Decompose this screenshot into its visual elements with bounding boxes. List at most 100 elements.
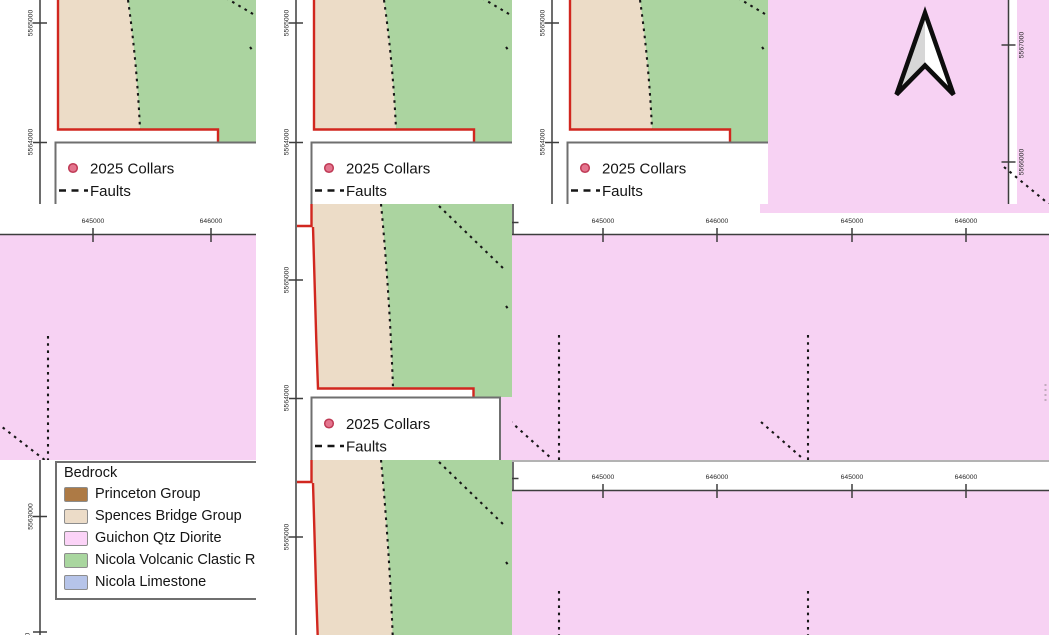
axis-tick-label: 645000 bbox=[82, 218, 105, 225]
geology-map: 5567000 5566000 bbox=[768, 0, 1049, 204]
fault-line bbox=[227, 0, 256, 18]
property-boundary bbox=[56, 0, 220, 142]
spences-bridge-swatch bbox=[64, 508, 88, 524]
map-tile-c: 5565000 5564000 2025 Collars Faults bbox=[256, 204, 512, 460]
guichon-region bbox=[768, 0, 1049, 204]
nicola-volcanic-region bbox=[128, 0, 256, 142]
axis-tick-label: 646000 bbox=[955, 218, 978, 225]
legend-item: Spences Bridge Group bbox=[64, 507, 242, 525]
map-tile-bedrock-legend: 5563000 5562000 Bedrock Princeton Group … bbox=[0, 460, 256, 635]
spences-bridge-region bbox=[311, 204, 393, 388]
map-tile-a1: 5565000 5564000 2025 Collars Faults bbox=[0, 0, 256, 204]
fault-line bbox=[438, 461, 505, 526]
collars-legend-label: 2025 Collars bbox=[346, 416, 430, 433]
legend-item-label: Guichon Qtz Diorite bbox=[95, 530, 222, 546]
fault-line bbox=[505, 561, 510, 567]
nicola-volcanic-region bbox=[384, 0, 512, 142]
collars-legend-label: 2025 Collars bbox=[90, 161, 174, 178]
axis-tick-label: 646000 bbox=[706, 218, 729, 225]
axis-tick-label: 5567000 bbox=[1019, 32, 1026, 59]
map-tile-a2: 5565000 5564000 2025 Collars Faults bbox=[256, 0, 512, 204]
legend-item: Nicola Volcanic Clastic Ro bbox=[64, 551, 256, 569]
axis-tick-label: 646000 bbox=[706, 474, 729, 481]
axis-tick-label: 646000 bbox=[955, 474, 978, 481]
collar-marker-icon bbox=[323, 162, 335, 174]
fault-line bbox=[739, 0, 768, 18]
collars-legend-label: 2025 Collars bbox=[602, 161, 686, 178]
fault-line bbox=[512, 421, 553, 460]
property-boundary bbox=[311, 226, 475, 397]
map-tile-e2: 645000 646000 645000 646000 bbox=[512, 460, 1049, 635]
property-boundary bbox=[297, 460, 313, 484]
axis-tick-label: 645000 bbox=[592, 474, 615, 481]
legend-item: Nicola Limestone bbox=[64, 573, 206, 591]
geology-map: 5565000 5564000 2025 Collars Faults bbox=[256, 0, 512, 204]
nicola-limestone-swatch bbox=[64, 574, 88, 590]
axis-tick-label: 5565000 bbox=[284, 267, 291, 294]
faults-legend-label: Faults bbox=[602, 183, 643, 200]
fault-line bbox=[0, 423, 47, 460]
legend-item-label: Nicola Limestone bbox=[95, 574, 207, 590]
axis-tick-label: 5562000 bbox=[25, 633, 32, 635]
guichon-region bbox=[760, 204, 1049, 213]
axis-tick-label: 5564000 bbox=[540, 129, 547, 156]
geology-map: 645000 646000 645000 646000 bbox=[512, 460, 1049, 635]
axis-tick-label: 5565000 bbox=[284, 524, 291, 551]
fault-line bbox=[761, 46, 766, 52]
legend-item-label: Spences Bridge Group bbox=[95, 508, 242, 524]
map-legend-box bbox=[54, 141, 256, 204]
fault-line bbox=[1003, 166, 1049, 204]
axis-tick-label: 5566000 bbox=[1019, 149, 1026, 176]
spences-bridge-region bbox=[58, 0, 140, 129]
spences-bridge-region bbox=[314, 0, 396, 129]
fault-line bbox=[249, 46, 254, 52]
collars-legend-label: 2025 Collars bbox=[346, 161, 430, 178]
guichon-region bbox=[500, 397, 512, 460]
property-boundary bbox=[312, 0, 476, 142]
fault-line bbox=[505, 305, 510, 311]
fault-line bbox=[438, 205, 505, 270]
guichon-region bbox=[0, 235, 256, 460]
axis-tick-label: 645000 bbox=[841, 218, 864, 225]
property-boundary bbox=[297, 204, 313, 228]
geology-map: 5565000 5564000 2025 Collars Faults bbox=[256, 204, 512, 460]
fault-line bbox=[379, 204, 395, 389]
princeton-group-swatch bbox=[64, 486, 88, 502]
nicola-volcanic-swatch bbox=[64, 552, 88, 568]
map-margin bbox=[1008, 0, 1017, 204]
bedrock-legend-box: Bedrock Princeton Group Spences Bridge G… bbox=[55, 461, 256, 600]
collar-marker-icon bbox=[67, 162, 79, 174]
axis-tick-label: 5564000 bbox=[284, 129, 291, 156]
map-legend-box bbox=[310, 141, 512, 204]
legend-item: Princeton Group bbox=[64, 485, 201, 503]
map-tile-e: 645000 646000 645000 646000 bbox=[512, 204, 1049, 460]
map-tile-north-arrow: 5567000 5566000 bbox=[768, 0, 1049, 204]
nicola-volcanic-region bbox=[381, 460, 512, 635]
legend-item: Guichon Qtz Diorite bbox=[64, 529, 222, 547]
bedrock-legend-title: Bedrock bbox=[64, 465, 118, 481]
axis-tick-label: 5565000 bbox=[284, 10, 291, 37]
legend-item-label: Nicola Volcanic Clastic Ro bbox=[95, 552, 256, 568]
property-boundary bbox=[311, 482, 319, 635]
axis-tick-label: 5565000 bbox=[28, 10, 35, 37]
collar-marker-icon bbox=[323, 418, 335, 429]
faults-legend-label: Faults bbox=[346, 183, 387, 200]
spences-bridge-region bbox=[311, 460, 393, 635]
fault-line bbox=[505, 46, 510, 52]
axis-tick-label: 5565000 bbox=[540, 10, 547, 37]
guichon-region bbox=[512, 491, 1049, 635]
property-boundary bbox=[568, 0, 732, 142]
map-tile-a3: 5565000 5564000 2025 Collars Faults bbox=[512, 0, 768, 204]
map-legend-box bbox=[566, 141, 768, 204]
axis-tick-label: 645000 bbox=[592, 218, 615, 225]
geology-map: 5565000 5564000 2025 Collars Faults bbox=[512, 0, 768, 204]
axis-tick-label: 5564000 bbox=[284, 385, 291, 412]
faults-legend-label: Faults bbox=[346, 439, 387, 456]
faults-legend-label: Faults bbox=[90, 183, 131, 200]
legend-item-label: Princeton Group bbox=[95, 486, 201, 502]
nicola-volcanic-region bbox=[640, 0, 768, 142]
geology-map: 5563000 5562000 bbox=[25, 460, 47, 635]
axis-tick-label: 645000 bbox=[841, 474, 864, 481]
fault-line bbox=[379, 460, 394, 635]
fault-line bbox=[483, 0, 512, 18]
